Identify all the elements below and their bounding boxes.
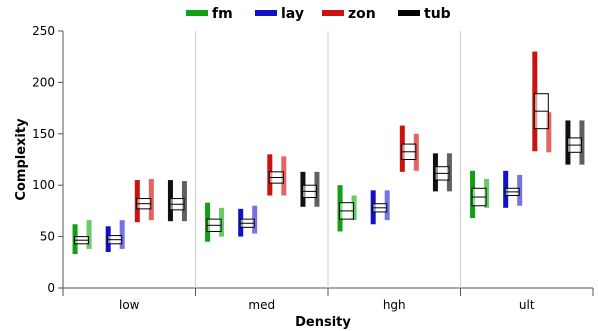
- y-tick-label: 100: [32, 178, 55, 192]
- axes: 0 50 100 150 200 250 low med hgh ult: [32, 24, 594, 312]
- y-tick-label: 50: [40, 230, 55, 244]
- range-bar-alt-fm-low: [86, 220, 92, 249]
- legend-swatch-zon: [322, 10, 344, 16]
- legend-label-zon: zon: [348, 6, 376, 22]
- range-bar-alt-lay-low: [119, 220, 125, 249]
- y-tick-label: 150: [32, 127, 55, 141]
- range-bar-alt-zon-ult: [546, 112, 552, 153]
- legend-label-lay: lay: [281, 6, 304, 22]
- x-axis-title: Density: [295, 315, 351, 330]
- legend-swatch-fm: [186, 10, 208, 16]
- x-tick-label: ult: [519, 298, 535, 312]
- y-tick-label: 250: [32, 24, 55, 38]
- y-tick-label: 0: [47, 281, 55, 295]
- legend-label-fm: fm: [212, 6, 233, 22]
- x-tick-label: med: [248, 298, 275, 312]
- x-tick-label: hgh: [383, 298, 406, 312]
- legend: fm lay zon tub: [186, 6, 451, 22]
- plot-area: [72, 51, 585, 255]
- legend-swatch-tub: [398, 10, 420, 16]
- y-axis-title: Complexity: [14, 118, 29, 201]
- x-tick-label: low: [119, 298, 140, 312]
- legend-swatch-lay: [255, 10, 277, 16]
- legend-label-tub: tub: [424, 6, 451, 22]
- y-tick-label: 200: [32, 75, 55, 89]
